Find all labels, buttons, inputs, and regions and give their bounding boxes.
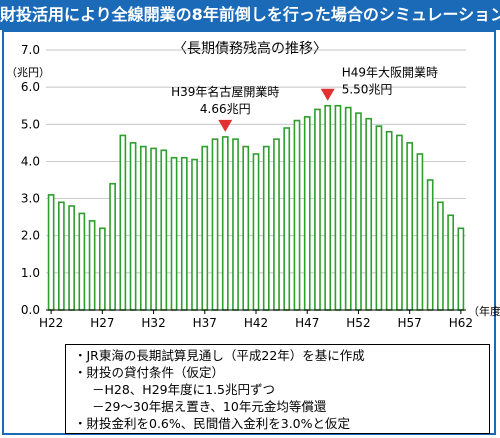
y-tick-label: 2.0 bbox=[21, 229, 40, 243]
note-repayment: －29～30年据え置き、10年元金均等償還 bbox=[92, 399, 327, 414]
note-source: ・JR東海の長期試算見通し（平成22年）を基に作成 bbox=[74, 348, 365, 363]
bar-H28 bbox=[109, 182, 116, 311]
annotation-value-H39: 4.66兆円 bbox=[200, 102, 251, 116]
x-tick-label: H52 bbox=[346, 316, 370, 330]
chart-title: 〈長期債務残高の推移〉 bbox=[173, 40, 327, 57]
bar-H33 bbox=[160, 149, 168, 311]
bar-H42 bbox=[252, 153, 260, 311]
y-tick-label: 4.0 bbox=[21, 154, 40, 168]
x-tick-label: H42 bbox=[244, 316, 268, 330]
bar-H41 bbox=[242, 145, 250, 311]
figure-frame bbox=[2, 30, 496, 435]
bar-H26 bbox=[88, 220, 96, 311]
notes-box: ・JR東海の長期試算見通し（平成22年）を基に作成 ・財投の貸付条件（仮定） －… bbox=[65, 344, 490, 434]
bar-H57 bbox=[406, 142, 414, 311]
bar-H35 bbox=[180, 156, 188, 311]
bar-H49 bbox=[324, 104, 332, 311]
annotation-label-H49: H49年大阪開業時 bbox=[342, 66, 438, 80]
bar-H48 bbox=[314, 108, 321, 311]
bar-H32 bbox=[150, 147, 157, 311]
bar-H25 bbox=[78, 212, 86, 311]
bar-H55 bbox=[385, 130, 393, 311]
y-tick-label: 5.0 bbox=[21, 117, 40, 131]
bar-H47 bbox=[303, 116, 311, 311]
bar-H50 bbox=[334, 104, 342, 311]
bar-H61 bbox=[447, 214, 454, 311]
bar-H58 bbox=[416, 153, 424, 311]
bar-H51 bbox=[344, 106, 352, 311]
bar-H59 bbox=[426, 179, 434, 311]
bar-H23 bbox=[58, 201, 65, 311]
bar-H22 bbox=[47, 194, 55, 311]
bar-H30 bbox=[129, 142, 137, 311]
annotation-marker-H39 bbox=[218, 119, 233, 132]
bar-H38 bbox=[211, 138, 219, 311]
bar-H45 bbox=[283, 127, 291, 311]
bar-H53 bbox=[365, 117, 373, 311]
bar-H56 bbox=[396, 134, 403, 311]
y-tick-label: 3.0 bbox=[21, 192, 40, 206]
x-tick-label: H57 bbox=[398, 316, 422, 330]
bar-H37 bbox=[201, 145, 209, 311]
note-interest-rates: ・財投金利を0.6%、民間借入金利を3.0%と仮定 bbox=[74, 416, 351, 431]
x-axis-unit: （年度） bbox=[468, 304, 500, 318]
y-axis-unit: （兆円） bbox=[6, 66, 50, 79]
bar-H44 bbox=[273, 138, 280, 311]
x-tick-label: H32 bbox=[141, 316, 165, 330]
x-tick-label: H27 bbox=[90, 316, 114, 330]
debt-balance-chart: 〈長期債務残高の推移〉 （兆円） 0.0 1.0 2.0 3.0 4.0 5.0 6.0 7.0 H… bbox=[6, 40, 500, 330]
annotation-value-H49: 5.50兆円 bbox=[342, 83, 393, 97]
bar-H46 bbox=[293, 119, 301, 311]
annotation-label-H39: H39年名古屋開業時 bbox=[171, 84, 279, 99]
bar-H27 bbox=[98, 227, 106, 311]
bar-H36 bbox=[191, 158, 198, 311]
x-tick-label: H37 bbox=[193, 316, 217, 330]
figure-title: 財投活用により全線開業の8年前倒しを行った場合のシミュレーション bbox=[0, 0, 500, 30]
bar-H31 bbox=[139, 145, 147, 311]
y-tick-label: 7.0 bbox=[21, 43, 40, 57]
y-tick-label: 6.0 bbox=[21, 80, 40, 94]
note-loan-terms: ・財投の貸付条件（仮定） bbox=[74, 365, 225, 380]
bar-H29 bbox=[119, 134, 127, 311]
annotation-marker-H49 bbox=[320, 88, 335, 101]
x-tick-label: H62 bbox=[449, 316, 473, 330]
bar-H60 bbox=[437, 201, 444, 311]
bar-H39 bbox=[221, 136, 229, 311]
x-tick-label: H47 bbox=[295, 316, 319, 330]
y-tick-label: 1.0 bbox=[21, 266, 40, 280]
bar-H34 bbox=[170, 156, 178, 311]
bar-H40 bbox=[232, 138, 239, 311]
bar-H62 bbox=[457, 227, 465, 311]
bar-H52 bbox=[355, 112, 362, 311]
bar-H54 bbox=[375, 125, 383, 311]
bar-H43 bbox=[262, 145, 270, 311]
note-loan-amount: －H28、H29年度に1.5兆円ずつ bbox=[92, 382, 275, 397]
bar-H24 bbox=[68, 205, 75, 311]
x-tick-label: H22 bbox=[39, 316, 63, 330]
y-tick-label: 0.0 bbox=[21, 303, 40, 317]
